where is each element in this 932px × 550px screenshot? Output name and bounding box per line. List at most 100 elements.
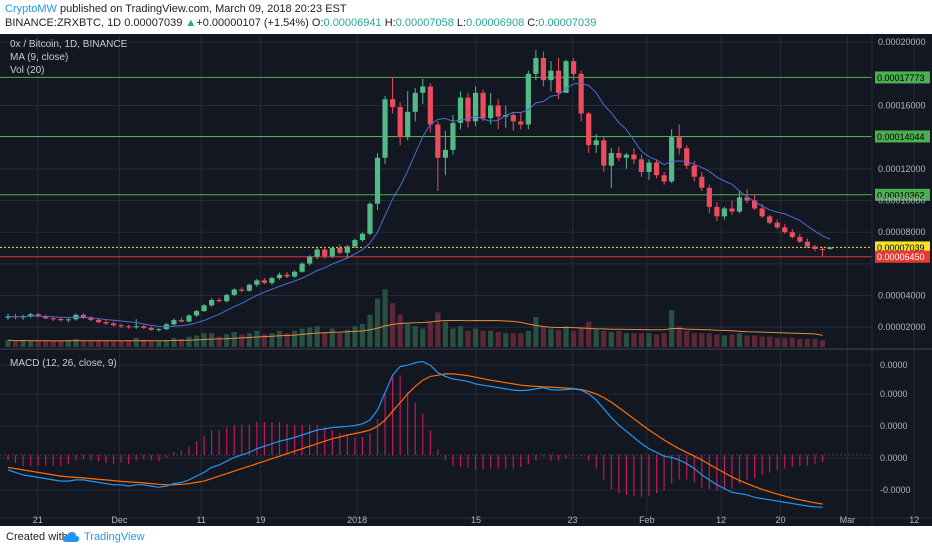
candle-body — [291, 271, 298, 277]
candle-body — [782, 227, 788, 233]
candle-body — [141, 326, 147, 328]
ma-legend: MA (9, close) — [10, 52, 68, 63]
author-link[interactable]: CryptoMW — [5, 3, 57, 15]
candle-body — [390, 99, 396, 108]
candle-body — [50, 318, 56, 320]
volume-bar — [397, 314, 403, 347]
volume-bar — [427, 321, 433, 347]
volume-bar — [329, 328, 335, 347]
volume-bar — [337, 333, 343, 347]
macd-tick-label: 0.0000 — [880, 389, 908, 399]
volume-bar — [148, 341, 154, 347]
volume-bar — [126, 340, 132, 347]
close-value: 0.00007039 — [538, 17, 597, 29]
candle-body — [578, 73, 584, 114]
volume-bar — [804, 338, 810, 347]
candle-body — [653, 162, 660, 176]
x-tick-label: 21 — [33, 515, 43, 525]
volume-bar — [533, 317, 539, 347]
volume-bar — [563, 326, 569, 347]
ma-line — [7, 82, 831, 328]
tradingview-cloud-icon — [62, 532, 80, 542]
volume-bar — [12, 341, 19, 347]
macd-tick-label: 0.0000 — [880, 360, 908, 370]
chart-area[interactable]: 0.00017773 0.00014044 0.00010362 0.00007039… — [0, 34, 932, 526]
volume-bar — [616, 330, 622, 347]
low-label: L: — [456, 17, 467, 29]
volume-bar — [420, 328, 426, 347]
volume-bar — [661, 333, 667, 347]
chart-svg[interactable]: 0.00017773 0.00014044 0.00010362 0.00007039… — [0, 34, 932, 526]
volume-bar — [65, 340, 71, 347]
y-tick-label: 0.00010000 — [878, 196, 926, 206]
x-tick-label: 20 — [776, 515, 786, 525]
x-tick-label: Feb — [639, 515, 655, 525]
candle-body — [156, 329, 162, 331]
volume-bar — [405, 323, 411, 347]
signal-line — [7, 373, 823, 505]
x-tick-label: 11 — [196, 515, 205, 525]
volume-bar — [623, 333, 629, 347]
candle-body — [269, 278, 275, 283]
candle-body — [819, 248, 826, 250]
candle-body — [427, 86, 433, 125]
volume-bar — [201, 333, 207, 347]
volume-bar — [163, 340, 169, 347]
candle-body — [797, 236, 803, 242]
volume-bar — [224, 334, 230, 347]
volume-bar — [518, 333, 524, 347]
tradingview-brand[interactable]: TradingView — [84, 531, 145, 543]
volume-bar — [503, 333, 509, 347]
macd-title: MACD (12, 26, close, 9) — [10, 358, 117, 369]
volume-bar — [714, 334, 720, 347]
level-label: 0.00017773 — [877, 73, 925, 83]
macd-tick-label: 0.0000 — [880, 453, 908, 463]
macd-tick-label: 0.0000 — [880, 421, 908, 431]
level-label-box — [875, 241, 930, 254]
volume-bar — [570, 330, 577, 347]
candle-body — [789, 232, 795, 237]
macd-line — [7, 360, 823, 508]
volume-bar — [367, 314, 373, 347]
candle-body — [133, 326, 139, 328]
level-label: 0.00007039 — [877, 243, 925, 253]
y-tick-label: 0.00008000 — [878, 227, 926, 237]
candle-body — [736, 197, 743, 212]
volume-bar — [601, 330, 607, 347]
volume-bar — [359, 323, 366, 347]
level-label-box — [875, 250, 930, 263]
candle-body — [631, 154, 637, 160]
candle-body — [35, 314, 41, 317]
candle-body — [95, 319, 102, 323]
y-tick-label: 0.00016000 — [878, 101, 926, 111]
volume-bar — [73, 338, 79, 347]
volume-bar — [374, 298, 381, 347]
volume-bar — [555, 329, 562, 347]
volume-bar — [231, 332, 237, 347]
volume-bar — [495, 332, 501, 347]
candle-body — [5, 316, 11, 318]
candle-body — [442, 149, 448, 158]
publish-info: published on TradingView.com, March 09, … — [60, 3, 347, 15]
candle-body — [616, 153, 622, 158]
y-tick-label: 0.00012000 — [878, 164, 926, 174]
candles — [5, 50, 833, 332]
volume-bar — [653, 334, 660, 347]
volume-bar — [638, 333, 645, 347]
candle-body — [646, 162, 652, 173]
volume-bar — [171, 337, 177, 347]
volume-bar — [789, 337, 795, 347]
last-price: 0.00007039 — [124, 17, 183, 29]
volume-bar — [95, 341, 102, 347]
close-label: C: — [527, 17, 539, 29]
candle-body — [510, 115, 516, 122]
volume-bar — [578, 328, 584, 347]
volume-bar — [729, 334, 735, 347]
volume-bar — [322, 332, 328, 347]
level-label-box — [875, 71, 930, 84]
candle-body — [322, 249, 328, 257]
volume-bar — [721, 335, 728, 347]
candle-body — [239, 289, 245, 291]
volume-bar — [480, 330, 486, 347]
macd-tick-label: -0.0000 — [880, 485, 911, 495]
